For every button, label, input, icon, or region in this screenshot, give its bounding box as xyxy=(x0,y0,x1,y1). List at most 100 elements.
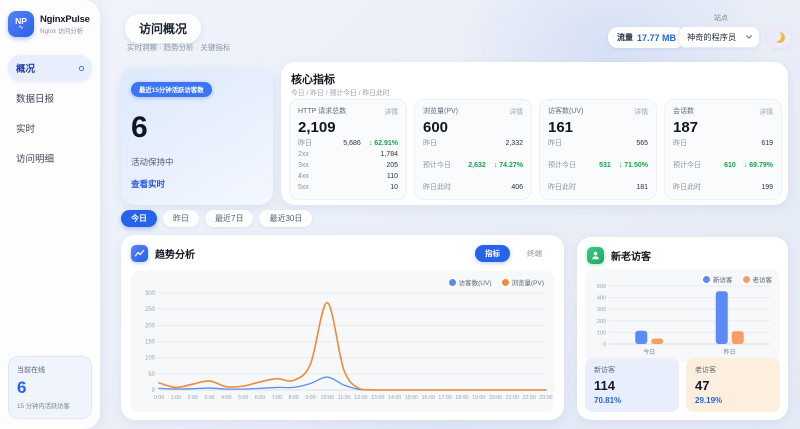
sidebar-item-overview[interactable]: 概况 xyxy=(8,55,92,81)
svg-text:250: 250 xyxy=(145,307,156,313)
sidebar-item-label: 概况 xyxy=(16,64,36,75)
metric-detail-link[interactable]: 详情 xyxy=(384,109,398,116)
metric-card: HTTP 请求总数 详情 2,109 昨日 5,686 ↓ 62.91% 2xx 1,784 3… xyxy=(289,99,407,200)
core-metrics-subtitle: 今日 / 昨日 / 预计今日 / 昨日此时 xyxy=(291,90,390,97)
svg-text:400: 400 xyxy=(597,296,606,302)
metric-row-value: 610 xyxy=(724,162,736,169)
metric-row-label: 预计今日 xyxy=(423,162,451,169)
svg-text:50: 50 xyxy=(148,372,155,378)
metric-row: 预计今日 531 ↓ 71.50% xyxy=(548,160,648,171)
metric-card-header: HTTP 请求总数 详情 xyxy=(298,106,398,116)
metric-row: 2xx 1,784 xyxy=(298,149,398,160)
svg-text:12:00: 12:00 xyxy=(354,395,367,401)
svg-text:0:00: 0:00 xyxy=(154,395,164,401)
metric-row-value: 181 xyxy=(636,184,648,191)
trend-line-chart[interactable]: 0 50 100 150 200 250 300 0:00 1:00 2:00 3:00 4:00 5:… xyxy=(131,271,554,412)
metric-row-value: 1,784 xyxy=(380,151,398,158)
visitors-chart-panel: 新访客 老访客 0 100 200 300 400 500 今日 昨日 xyxy=(585,269,780,362)
trend-chart-legend: 访客数(UV) 浏览量(PV) xyxy=(448,277,544,287)
legend-item[interactable]: 老访客 xyxy=(742,274,773,284)
metric-rows: 昨日 2,332 预计今日 2,632 ↓ 74.27% 昨日此时 406 xyxy=(423,138,523,193)
metric-rows: 昨日 619 预计今日 610 ↓ 69.79% 昨日此时 199 xyxy=(673,138,773,193)
svg-text:19:00: 19:00 xyxy=(472,395,485,401)
metric-detail-link[interactable]: 详情 xyxy=(759,109,773,116)
metric-row-label: 昨日 xyxy=(298,140,312,147)
metric-row: 4xx 110 xyxy=(298,171,398,182)
sidebar-item-realtime[interactable]: 实时 xyxy=(8,115,92,141)
tab-yesterday[interactable]: 昨日 xyxy=(163,210,199,227)
y-axis-ticks: 0 50 100 150 200 250 300 xyxy=(145,291,546,394)
metric-detail-link[interactable]: 详情 xyxy=(509,109,523,116)
visitors-bar-chart[interactable]: 0 100 200 300 400 500 今日 昨日 xyxy=(585,269,780,362)
metric-card-header: 访客数(UV) 详情 xyxy=(548,106,648,116)
metric-value: 187 xyxy=(673,119,699,136)
trend-card-title: 趋势分析 xyxy=(155,250,195,261)
tab-last-30-days[interactable]: 最近30日 xyxy=(259,210,313,227)
metric-value: 2,109 xyxy=(298,119,336,136)
svg-text:15:00: 15:00 xyxy=(405,395,418,401)
active-visitors-badge: 最近15分钟活跃访客数 xyxy=(131,82,212,97)
trend-chart-panel: 访客数(UV) 浏览量(PV) 0 50 100 150 200 250 300 0:00 1:0… xyxy=(131,271,554,412)
trend-terminal-button[interactable]: 终端 xyxy=(527,249,542,258)
legend-dot xyxy=(742,275,750,283)
metric-row-value: 110 xyxy=(386,173,398,180)
new-visitor-percent: 70.81% xyxy=(594,396,622,405)
svg-text:7:00: 7:00 xyxy=(272,395,282,401)
metric-row: 预计今日 2,632 ↓ 74.27% xyxy=(423,160,523,171)
legend-label: 新访客 xyxy=(713,277,733,284)
svg-text:4:00: 4:00 xyxy=(221,395,231,401)
metric-row-label: 昨日此时 xyxy=(548,184,576,191)
legend-label: 访客数(UV) xyxy=(458,280,492,287)
logo-wave-icon: ∿ xyxy=(18,25,24,31)
metric-row-label: 2xx xyxy=(298,151,309,158)
legend-item[interactable]: 访客数(UV) xyxy=(448,277,492,287)
tab-last-7-days[interactable]: 最近7日 xyxy=(205,210,254,227)
svg-text:16:00: 16:00 xyxy=(422,395,435,401)
online-now-card: 当前在线 6 15 分钟内活跃访客 xyxy=(8,356,92,419)
bar-category-label: 昨日 xyxy=(724,348,736,356)
logo-text: NginxPulse Nginx 访问分析 xyxy=(40,14,90,35)
metric-row-delta: ↓ 69.79% xyxy=(743,162,773,169)
theme-toggle-button[interactable] xyxy=(767,26,791,48)
tab-today[interactable]: 今日 xyxy=(121,210,157,227)
sidebar-item-visit-details[interactable]: 访问明细 xyxy=(8,145,92,171)
svg-text:21:00: 21:00 xyxy=(506,395,519,401)
svg-text:2:00: 2:00 xyxy=(187,395,197,401)
trend-chart-icon xyxy=(131,245,148,262)
legend-dot xyxy=(501,278,509,286)
svg-text:22:00: 22:00 xyxy=(523,395,536,401)
legend-item[interactable]: 新访客 xyxy=(703,274,733,284)
y-axis-ticks: 0 100 200 300 400 500 xyxy=(597,284,770,348)
metric-row-value: 2,632 xyxy=(468,162,486,169)
svg-text:10:00: 10:00 xyxy=(321,395,334,401)
returning-visitor-stat-card: 老访客 47 29.19% xyxy=(686,358,780,412)
trend-card-header: 趋势分析 指标 终端 xyxy=(121,235,564,262)
metric-row: 昨日此时 199 xyxy=(673,182,773,193)
legend-item[interactable]: 浏览量(PV) xyxy=(501,277,544,287)
view-realtime-link[interactable]: 查看实时 xyxy=(131,179,166,189)
core-metrics-title: 核心指标 xyxy=(291,74,335,86)
site-select-dropdown[interactable]: 神奇的程序员 xyxy=(678,26,760,48)
svg-text:300: 300 xyxy=(145,291,156,297)
sidebar-nav: 概况 数据日报 实时 访问明细 xyxy=(0,55,100,171)
svg-text:6:00: 6:00 xyxy=(255,395,265,401)
core-metrics-card: 核心指标 今日 / 昨日 / 预计今日 / 昨日此时 HTTP 请求总数 详情 2,… xyxy=(281,62,788,205)
online-now-label: 当前在线 xyxy=(17,367,45,374)
visitors-card-header: 新老访客 xyxy=(577,237,788,264)
svg-text:3:00: 3:00 xyxy=(204,395,214,401)
site-select-label: 站点 xyxy=(714,15,728,22)
svg-text:300: 300 xyxy=(597,307,606,313)
new-returning-visitors-card: 新老访客 新访客 老访客 0 100 200 300 400 500 今日 昨日 新访客 114… xyxy=(577,237,788,420)
svg-text:11:00: 11:00 xyxy=(338,395,351,401)
metric-row: 3xx 205 xyxy=(298,160,398,171)
metric-detail-link[interactable]: 详情 xyxy=(634,109,648,116)
active-visitors-status: 活动保持中 xyxy=(131,157,174,167)
metric-row-value: 5,686 xyxy=(343,140,361,147)
trend-metrics-button[interactable]: 指标 xyxy=(475,245,510,262)
metric-row-value: 619 xyxy=(761,140,773,147)
svg-text:5:00: 5:00 xyxy=(238,395,248,401)
metric-row-label: 预计今日 xyxy=(548,162,576,169)
legend-label: 老访客 xyxy=(752,277,773,284)
sidebar-item-daily-report[interactable]: 数据日报 xyxy=(8,85,92,111)
metric-row: 昨日 2,332 xyxy=(423,138,523,149)
